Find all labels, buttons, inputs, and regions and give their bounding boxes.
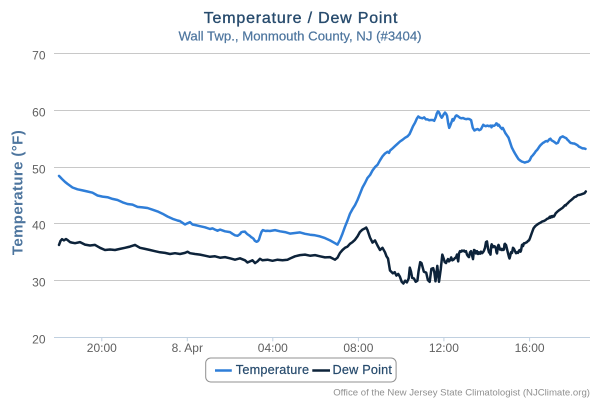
svg-text:20:00: 20:00 xyxy=(87,341,117,355)
svg-text:Temperature: Temperature xyxy=(236,363,309,377)
svg-text:Temperature (°F): Temperature (°F) xyxy=(10,130,27,255)
svg-text:08:00: 08:00 xyxy=(343,341,373,355)
svg-text:12:00: 12:00 xyxy=(429,341,459,355)
svg-text:60: 60 xyxy=(32,106,46,120)
svg-text:8. Apr: 8. Apr xyxy=(172,341,203,355)
svg-text:50: 50 xyxy=(32,163,46,177)
svg-text:Temperature / Dew Point: Temperature / Dew Point xyxy=(204,10,398,27)
svg-text:20: 20 xyxy=(32,333,46,347)
svg-text:30: 30 xyxy=(32,276,46,290)
svg-text:70: 70 xyxy=(32,49,46,63)
svg-text:Dew Point: Dew Point xyxy=(333,363,393,377)
svg-text:40: 40 xyxy=(32,219,46,233)
svg-text:Office of the New Jersey State: Office of the New Jersey State Climatolo… xyxy=(333,387,590,398)
svg-text:04:00: 04:00 xyxy=(258,341,288,355)
svg-text:Wall Twp., Monmouth County, NJ: Wall Twp., Monmouth County, NJ (#3404) xyxy=(178,29,421,44)
svg-text:16:00: 16:00 xyxy=(515,341,545,355)
